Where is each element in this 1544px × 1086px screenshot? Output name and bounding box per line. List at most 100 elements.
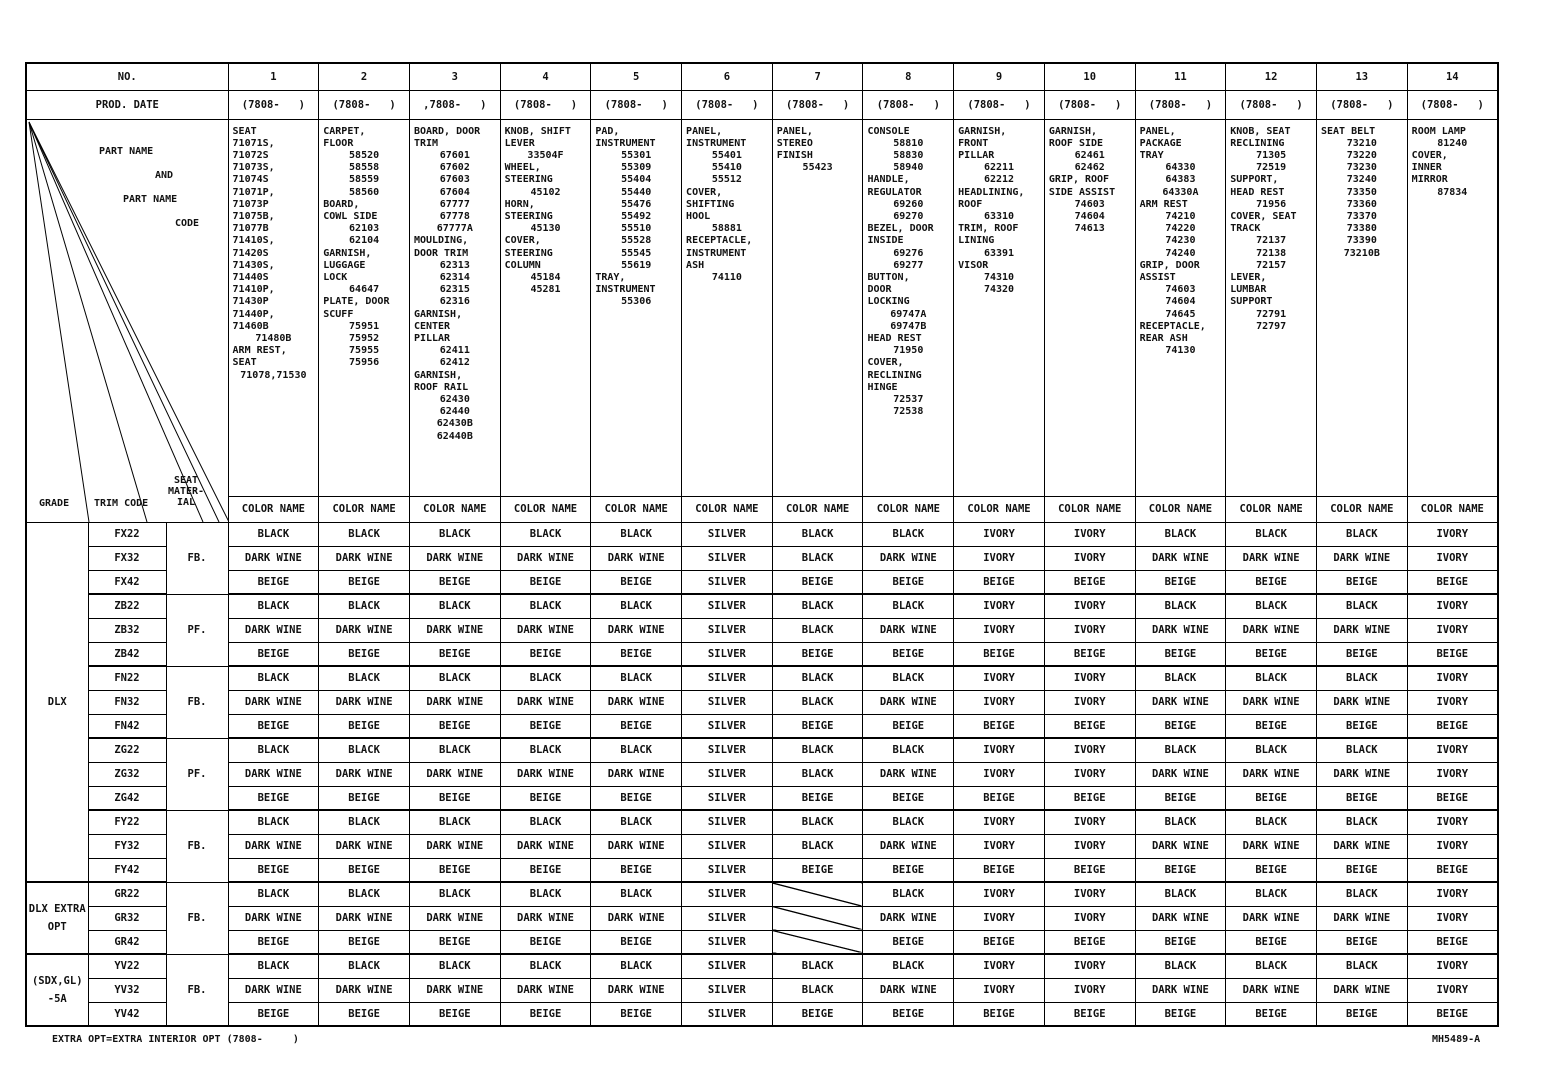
diagonal [28, 121, 204, 521]
part-line: 71410P, 71430P [232, 284, 275, 308]
color-name: BEIGE [1134, 569, 1227, 595]
color-name: IVORY [953, 617, 1045, 643]
color-name: DARK WINE [590, 905, 683, 931]
color-name-header: COLOR NAME [681, 496, 773, 523]
part-line: RECLINING [1230, 137, 1285, 149]
color-name: BLACK [1315, 665, 1408, 691]
color-name: BLACK [499, 809, 592, 835]
color-name: BLACK [499, 881, 592, 907]
part-line: 45281 [530, 284, 561, 296]
row: ZB42 BEIGE BEIGE BEIGE BEIGE BEIGE SILVER BEIGE… [26, 641, 1499, 667]
part-line: 74604 [1074, 210, 1105, 222]
part-line: LUMBAR [1230, 284, 1267, 296]
part-line: 62462 [1074, 162, 1105, 174]
color-name: BLACK [1225, 593, 1317, 619]
part-line: 81240 [1437, 137, 1468, 149]
color-name: DARK WINE [862, 977, 955, 1003]
color-name: DARK WINE [1134, 761, 1227, 787]
part-names: PAD, INSTRUMENT 55301 55309 55404 55440 55476 5… [590, 118, 683, 498]
color-name: BLACK [408, 737, 501, 763]
color-name: BEIGE [771, 785, 864, 811]
color-name: IVORY [1406, 665, 1499, 691]
color-name: IVORY [1406, 593, 1499, 619]
color-name: SILVER [681, 881, 773, 907]
trim-code: FY42 [87, 857, 167, 883]
part-line: LOCKING [867, 296, 910, 308]
part-line: 69277 [893, 259, 924, 271]
color-name: DARK WINE [499, 833, 592, 859]
color-name: DARK WINE [1225, 977, 1317, 1003]
prod-date-label: PROD. DATE [25, 89, 229, 120]
color-name: SILVER [681, 977, 773, 1003]
part-line: 62412 [439, 357, 470, 369]
part-line: DOOR TRIM [413, 247, 469, 259]
color-name: BEIGE [227, 857, 320, 883]
trim-code: ZB42 [87, 641, 167, 667]
color-name: BEIGE [590, 857, 683, 883]
color-name: IVORY [953, 689, 1045, 715]
color-name: BEIGE [1406, 929, 1499, 955]
prod-date: (7808- ) [1134, 89, 1227, 120]
prod-date: (7808- ) [1225, 89, 1317, 120]
color-name: IVORY [1406, 953, 1499, 979]
part-line: STEERING [504, 247, 553, 259]
no-label: NO. [25, 62, 229, 91]
part-line: 67601 [439, 149, 470, 161]
color-name: BEIGE [499, 785, 592, 811]
part-line: GARNISH, [413, 369, 463, 381]
part-line: 62461 [1074, 149, 1105, 161]
color-name: DARK WINE [1315, 761, 1408, 787]
part-names: GARNISH, FRONT PILLAR 62211 62212 HEADLINING,… [953, 118, 1045, 498]
color-name: SILVER [681, 857, 773, 883]
part-line: INSTRUMENT [595, 284, 656, 296]
color-name: BEIGE [318, 857, 410, 883]
color-name: BEIGE [1225, 929, 1317, 955]
part-line: SUPPORT [1230, 296, 1273, 308]
row: FX42 BEIGE BEIGE BEIGE BEIGE BEIGE SILVER BEIGE… [26, 569, 1499, 595]
color-name: BEIGE [1134, 713, 1227, 739]
part-line: INSTRUMENT [595, 137, 656, 149]
color-name: DARK WINE [499, 977, 592, 1003]
prod-date: (7808- ) [1043, 89, 1136, 120]
part-line: 58881 [711, 223, 742, 235]
row: YV32 DARK WINE DARK WINE DARK WINE DARK WINE… [26, 977, 1499, 1003]
row: ZB22 PF. BLACK BLACK BLACK BLACK BLACK SILVER BL… [26, 593, 1499, 667]
row: YV42 BEIGE BEIGE BEIGE BEIGE BEIGE SILVER BEIGE… [26, 1001, 1499, 1027]
part-line: TRAY, [595, 271, 626, 283]
color-name: BLACK [1134, 521, 1227, 547]
color-name: BEIGE [771, 641, 864, 667]
color-name: BLACK [499, 953, 592, 979]
column-number: 3 [408, 62, 501, 91]
part-line: COWL SIDE [323, 210, 378, 222]
color-name: BLACK [862, 593, 955, 619]
row: ZB32 DARK WINE DARK WINE DARK WINE DARK WINE… [26, 617, 1499, 643]
color-name: BLACK [227, 881, 320, 907]
color-name: BEIGE [953, 569, 1045, 595]
not-applicable [771, 929, 864, 955]
color-name: BEIGE [227, 569, 320, 595]
color-name: IVORY [1406, 689, 1499, 715]
color-name: BEIGE [1315, 929, 1408, 955]
row: FN32 DARK WINE DARK WINE DARK WINE DARK WINE… [26, 689, 1499, 715]
color-name: SILVER [681, 761, 773, 787]
part-line: 64383 [1165, 174, 1196, 186]
part-line: HOOL [686, 210, 711, 222]
color-name: SILVER [681, 953, 773, 979]
part-line: 74210 [1165, 210, 1196, 222]
part-names: PANEL, INSTRUMENT 55401 55410 55512 COVER, SHI… [681, 118, 773, 498]
part-line: STEREO [776, 137, 813, 149]
trim-code: YV42 [87, 1001, 167, 1027]
color-name: BEIGE [771, 569, 864, 595]
grade: (SDX,GL) -5A [25, 953, 89, 1027]
color-name: BEIGE [862, 1001, 955, 1027]
color-name-header: COLOR NAME [227, 496, 320, 523]
color-name: BEIGE [1406, 1001, 1499, 1027]
color-name: IVORY [1406, 521, 1499, 547]
part-label-text: PART NAME [123, 193, 178, 205]
color-name: IVORY [1043, 881, 1136, 907]
color-name: BLACK [771, 617, 864, 643]
color-name: BEIGE [318, 569, 410, 595]
color-name-header: COLOR NAME [953, 496, 1045, 523]
color-name: DARK WINE [1225, 905, 1317, 931]
part-line: 58810 [893, 137, 924, 149]
